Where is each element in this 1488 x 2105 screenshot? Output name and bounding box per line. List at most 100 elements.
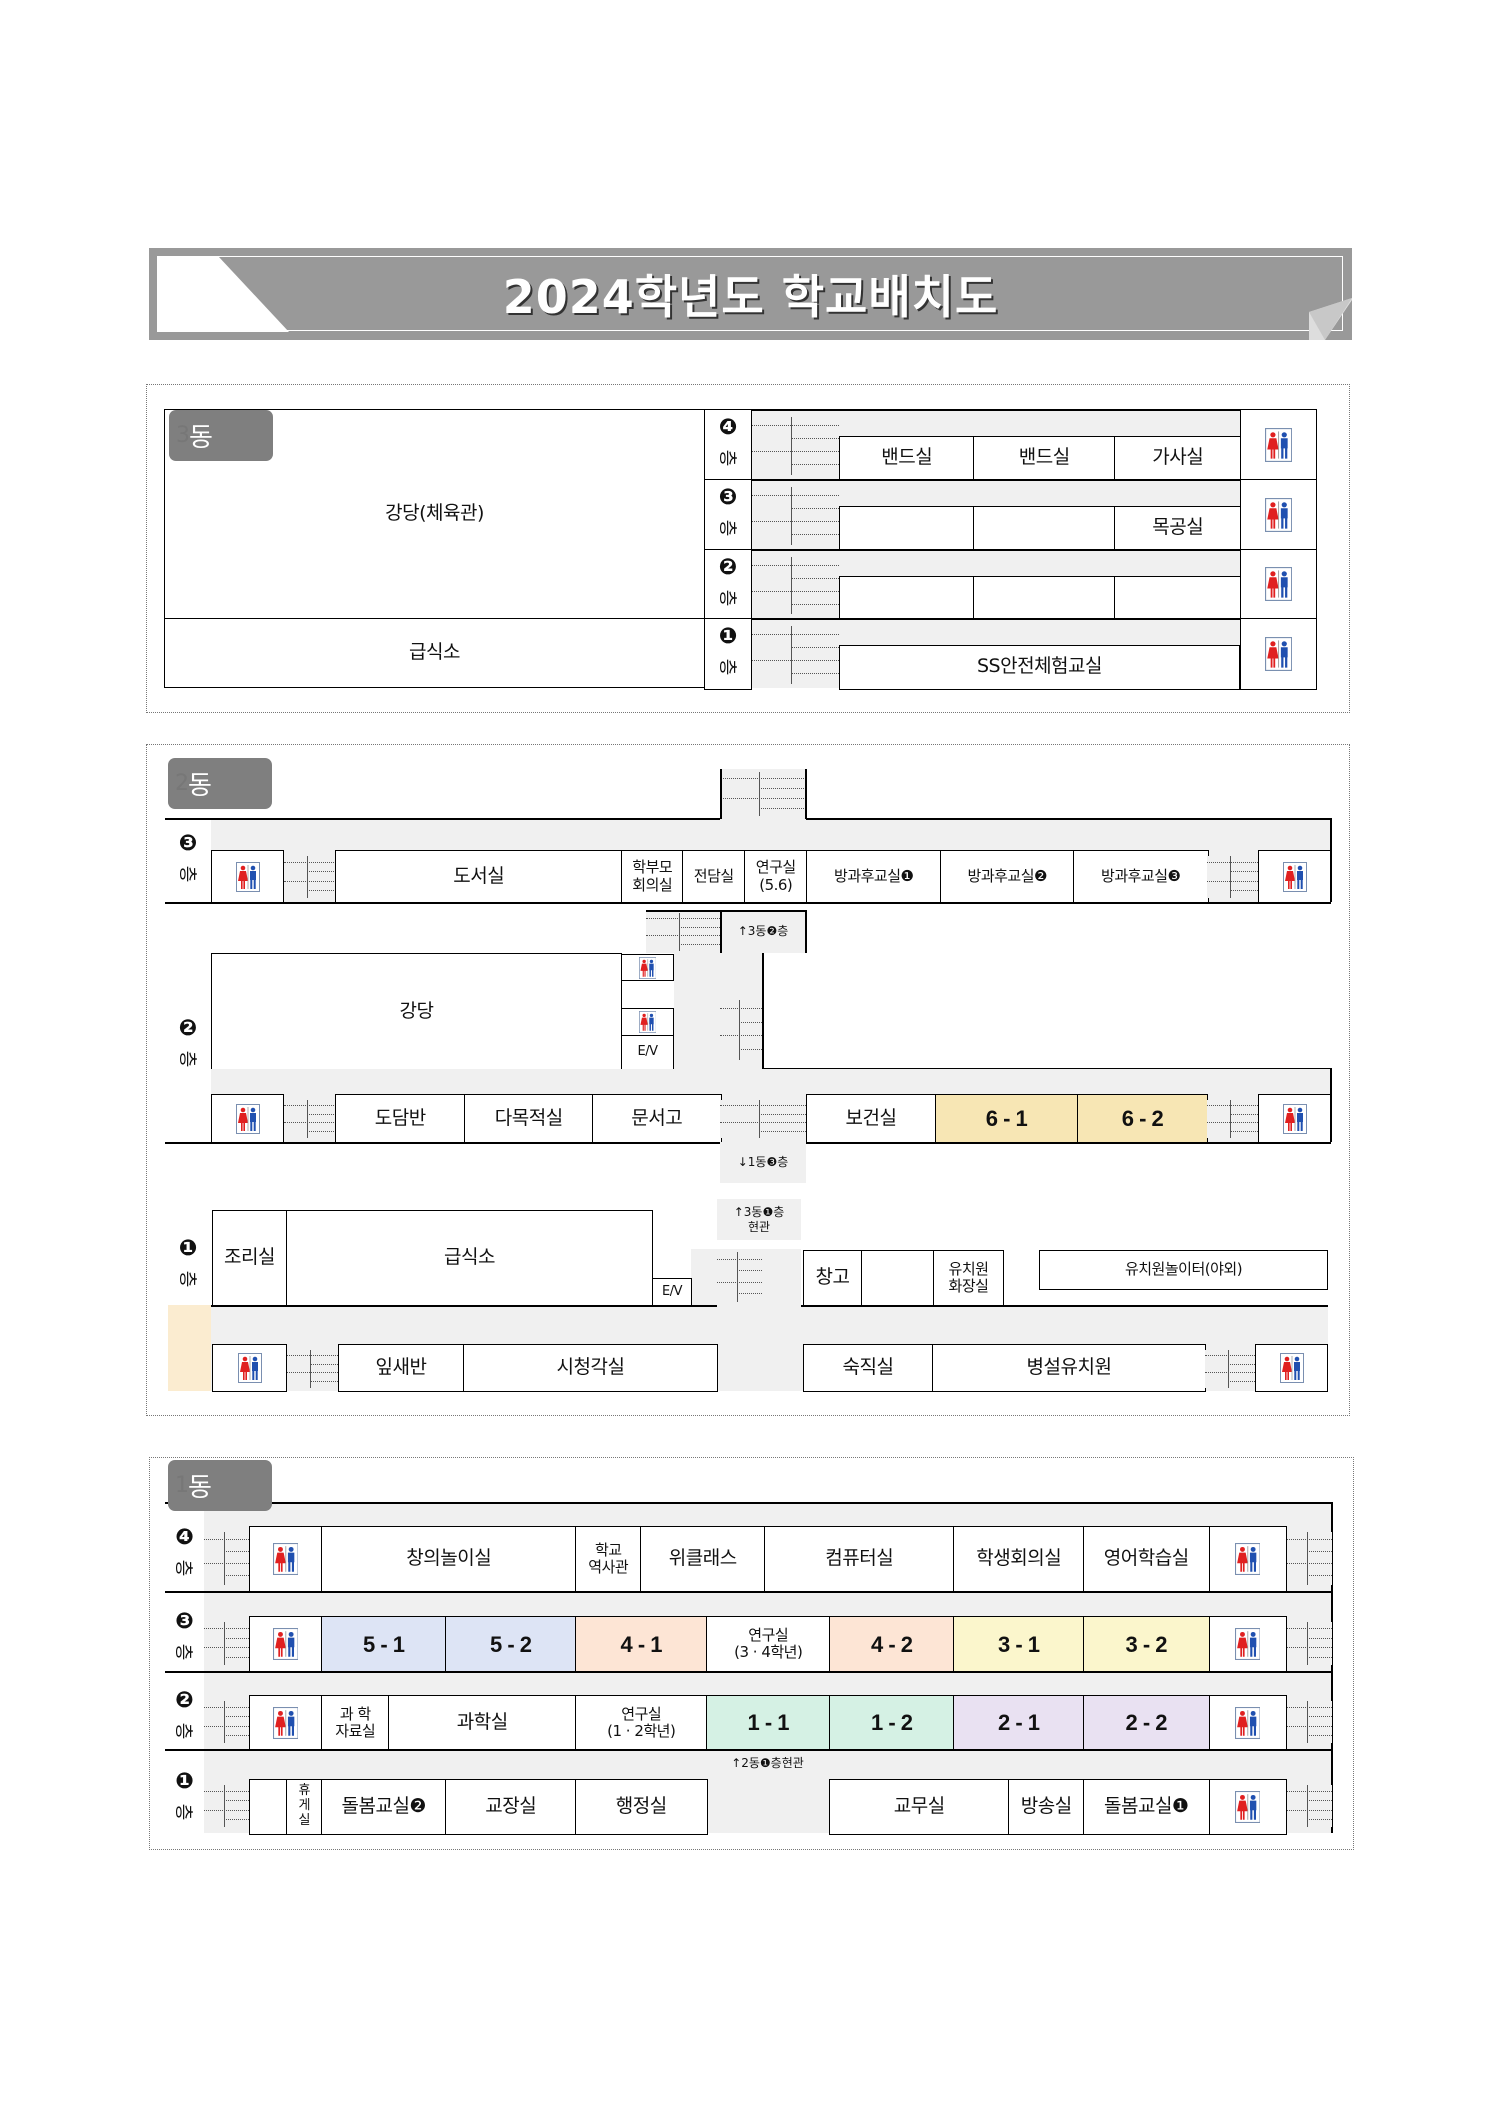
classroom-1-1[interactable]: 1 - 1 bbox=[706, 1695, 831, 1751]
floor-unit: 층 bbox=[172, 1803, 194, 1821]
room-kitchen[interactable]: 조리실 bbox=[212, 1210, 287, 1306]
page-title: 2024학년도 학교배치도 bbox=[502, 270, 999, 324]
room[interactable]: 도담반 bbox=[335, 1094, 466, 1143]
wall-line bbox=[752, 409, 1240, 411]
room[interactable]: 창의놀이실 bbox=[321, 1526, 577, 1593]
room[interactable]: 연구실 (1 · 2학년) bbox=[575, 1695, 708, 1751]
stairs bbox=[204, 1785, 249, 1827]
room[interactable]: 방과후교실❸ bbox=[1073, 850, 1209, 903]
room[interactable]: 도서실 bbox=[335, 850, 623, 903]
restroom-icon bbox=[1282, 1103, 1307, 1134]
link-to-building1-floor3[interactable]: ↓1동❸층 bbox=[720, 1142, 806, 1183]
classroom-1-2[interactable]: 1 - 2 bbox=[829, 1695, 955, 1751]
restroom-icon bbox=[638, 956, 657, 979]
restroom-icon bbox=[235, 861, 260, 892]
room[interactable]: 교무실 bbox=[829, 1779, 1010, 1835]
restroom bbox=[1208, 1526, 1287, 1593]
classroom-3-2[interactable]: 3 - 2 bbox=[1083, 1616, 1210, 1673]
room-kindergarten-restroom[interactable]: 유치원 화장실 bbox=[933, 1250, 1004, 1306]
restroom-icon bbox=[1234, 1706, 1261, 1739]
room[interactable]: 가사실 bbox=[1114, 436, 1242, 481]
stairs bbox=[1287, 1785, 1332, 1827]
stairs bbox=[1287, 1532, 1332, 1585]
restroom-icon bbox=[272, 1706, 299, 1739]
room[interactable]: 돌봄교실❷ bbox=[321, 1779, 447, 1835]
floor-number: ❷ bbox=[718, 554, 738, 580]
classroom-5-1[interactable]: 5 - 1 bbox=[321, 1616, 447, 1673]
room[interactable] bbox=[839, 576, 975, 620]
room[interactable]: 과 학 자료실 bbox=[321, 1695, 390, 1751]
restroom bbox=[1208, 1616, 1287, 1673]
stairs bbox=[204, 1701, 249, 1743]
restroom bbox=[621, 1008, 674, 1036]
room[interactable] bbox=[1114, 576, 1242, 620]
restroom bbox=[1208, 1779, 1287, 1835]
room[interactable]: 영어학습실 bbox=[1083, 1526, 1210, 1593]
room[interactable]: 다목적실 bbox=[464, 1094, 594, 1143]
room[interactable]: 컴퓨터실 bbox=[764, 1526, 955, 1593]
room[interactable]: 행정실 bbox=[575, 1779, 708, 1835]
elevator[interactable]: E/V bbox=[652, 1278, 692, 1306]
stairs bbox=[287, 1350, 338, 1388]
floor-unit: 층 bbox=[172, 1722, 194, 1740]
floor-label-cell bbox=[704, 618, 752, 690]
room[interactable]: 문서고 bbox=[592, 1094, 722, 1143]
room[interactable]: 밴드실 bbox=[839, 436, 975, 481]
wall-line bbox=[806, 818, 1331, 820]
room[interactable]: 숙직실 bbox=[803, 1344, 933, 1392]
room[interactable]: 밴드실 bbox=[973, 436, 1116, 481]
room[interactable]: 목공실 bbox=[1114, 506, 1242, 551]
room[interactable]: 병설유치원 bbox=[932, 1344, 1206, 1392]
stairs bbox=[204, 1532, 249, 1585]
wall-line bbox=[805, 769, 807, 819]
room-auditorium[interactable]: 강당 bbox=[211, 953, 622, 1070]
room[interactable]: 방송실 bbox=[1008, 1779, 1085, 1835]
room-cafeteria[interactable]: 급식소 bbox=[164, 618, 705, 688]
classroom-3-1[interactable]: 3 - 1 bbox=[953, 1616, 1085, 1673]
room[interactable] bbox=[839, 506, 975, 551]
room-cafeteria[interactable]: 급식소 bbox=[286, 1210, 653, 1306]
restroom-icon bbox=[1282, 861, 1307, 892]
classroom-2-2[interactable]: 2 - 2 bbox=[1083, 1695, 1210, 1751]
link-to-building3-floor2[interactable]: ↑3동❷층 bbox=[737, 924, 789, 938]
room[interactable]: 휴 게 실 bbox=[286, 1779, 323, 1835]
link-to-building2-floor1-entrance[interactable]: ↑2동❶층현관 bbox=[731, 1755, 804, 1770]
room[interactable]: 방과후교실❶ bbox=[806, 850, 942, 903]
room[interactable]: 잎새반 bbox=[338, 1344, 464, 1392]
room-safety-experience[interactable]: SS안전체험교실 bbox=[839, 645, 1240, 690]
room[interactable]: 학교 역사관 bbox=[575, 1526, 642, 1593]
link-to-building3-floor1-entrance[interactable]: ↑3동❶층 현관 bbox=[717, 1199, 801, 1240]
room-storage[interactable]: 창고 bbox=[803, 1250, 862, 1306]
room-unlabeled[interactable] bbox=[861, 1250, 934, 1306]
room[interactable]: 시청각실 bbox=[463, 1344, 718, 1392]
room[interactable]: 연구실 (3 · 4학년) bbox=[706, 1616, 831, 1673]
restroom bbox=[1240, 479, 1317, 551]
room[interactable]: 위클래스 bbox=[640, 1526, 766, 1593]
floor-label-cell bbox=[704, 479, 752, 551]
classroom-2-1[interactable]: 2 - 1 bbox=[953, 1695, 1085, 1751]
room[interactable] bbox=[973, 506, 1116, 551]
room[interactable]: 과학실 bbox=[388, 1695, 577, 1751]
classroom-6-1[interactable]: 6 - 1 bbox=[935, 1094, 1078, 1143]
room[interactable]: 연구실 (5.6) bbox=[744, 850, 808, 903]
floor-number: ❷ bbox=[175, 1688, 194, 1713]
room[interactable]: 보건실 bbox=[806, 1094, 936, 1143]
classroom-4-1[interactable]: 4 - 1 bbox=[575, 1616, 708, 1673]
classroom-5-2[interactable]: 5 - 2 bbox=[445, 1616, 577, 1673]
room[interactable]: 학부모 회의실 bbox=[621, 850, 684, 903]
room[interactable]: 전담실 bbox=[682, 850, 746, 903]
kindergarten-playground[interactable]: 유치원놀이터(야외) bbox=[1039, 1250, 1328, 1290]
classroom-4-2[interactable]: 4 - 2 bbox=[829, 1616, 955, 1673]
room[interactable]: 교장실 bbox=[445, 1779, 577, 1835]
room[interactable]: 돌봄교실❶ bbox=[1083, 1779, 1210, 1835]
room[interactable]: 학생회의실 bbox=[953, 1526, 1085, 1593]
room[interactable]: 방과후교실❷ bbox=[940, 850, 1075, 903]
elevator[interactable]: E/V bbox=[621, 1035, 674, 1070]
room[interactable] bbox=[973, 576, 1116, 620]
room[interactable] bbox=[249, 1779, 288, 1835]
classroom-6-2[interactable]: 6 - 2 bbox=[1077, 1094, 1208, 1143]
floor-unit: 층 bbox=[716, 519, 737, 537]
